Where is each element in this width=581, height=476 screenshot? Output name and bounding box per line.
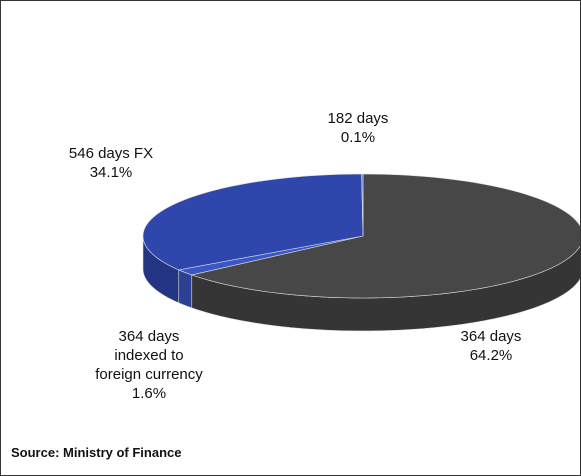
- slice-value: 0.1%: [340, 129, 376, 146]
- pie-slice: [361, 173, 364, 237]
- pie-slice: [190, 173, 580, 299]
- source-note: Source: Ministry of Finance: [11, 445, 182, 460]
- slice-value: 1.6%: [131, 385, 167, 402]
- slice-label: 364 days indexed to foreign currency 1.6%: [94, 327, 204, 403]
- slice-name: 182 days: [327, 110, 389, 127]
- slice-value: 34.1%: [89, 164, 133, 181]
- slice-name: 546 days FX: [68, 145, 154, 162]
- slice-label: 546 days FX 34.1%: [46, 144, 176, 182]
- slice-label: 364 days 64.2%: [431, 327, 551, 365]
- slice-value: 64.2%: [469, 347, 513, 364]
- slice-name: 364 days: [460, 328, 522, 345]
- pie-slice: [142, 173, 364, 271]
- slice-name: 364 days indexed to foreign currency: [95, 328, 203, 383]
- pie-slice-side: [178, 269, 193, 309]
- slice-label: 182 days 0.1%: [308, 109, 408, 147]
